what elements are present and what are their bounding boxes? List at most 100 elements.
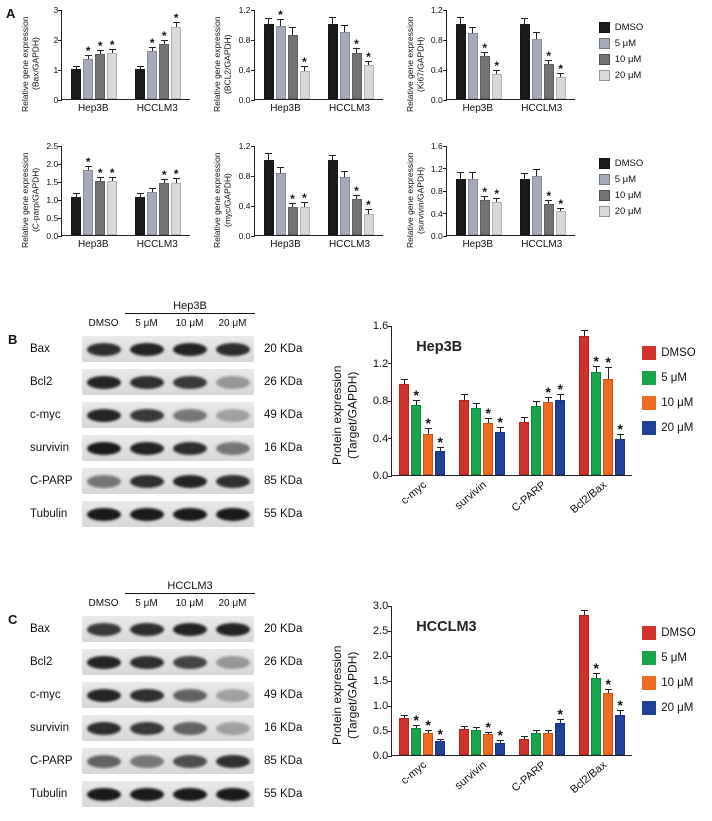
legend-swatch <box>598 190 610 201</box>
error-bar-cap <box>457 172 465 174</box>
error-bar <box>487 732 489 734</box>
x-axis-labels: Hep3B HCCLM3 <box>446 236 575 250</box>
error-bar-cap <box>277 166 284 168</box>
x-category-text: HCCLM3 <box>521 239 563 250</box>
error-bar <box>344 26 345 32</box>
panel-b: B Hep3B DMSO 5 μM 10 μM 20 μM Bax 20 KDa Bcl2 26… <box>8 300 708 534</box>
bar-20μM <box>299 206 310 235</box>
legend-swatch <box>598 174 610 185</box>
y-tick-mark <box>388 730 393 732</box>
bar-5μM <box>531 405 542 475</box>
error-bar-cap <box>400 714 408 716</box>
molecular-weight-label: 85 KDa <box>264 475 303 487</box>
significance-asterisk: * <box>85 154 91 169</box>
y-tick-mark <box>250 145 255 147</box>
bar-slot <box>339 9 350 99</box>
bar-group: * * <box>327 9 374 99</box>
y-tick-label: 1.0 <box>372 700 389 712</box>
legend-label: 20 μM <box>614 206 642 217</box>
legend-label: 10 μM <box>614 54 642 65</box>
bar-slot <box>579 325 590 475</box>
bar-5μM <box>531 732 542 755</box>
y-tick-label: 1.5 <box>372 675 389 687</box>
error-bar <box>139 194 141 198</box>
blot-band <box>172 342 207 356</box>
error-bar <box>163 40 165 44</box>
blot-lane-strip <box>82 748 254 774</box>
y-tick-mark <box>442 69 447 71</box>
bar-group: * * * <box>71 145 118 235</box>
error-bar <box>595 367 597 372</box>
bar-5μM <box>339 31 350 99</box>
bar-slot: * <box>351 9 362 99</box>
bar-slot: * <box>543 9 554 99</box>
blot-row: Tubulin 55 KDa <box>30 781 322 807</box>
bar-DMSO <box>519 24 530 99</box>
x-category-label: Hep3B <box>254 236 318 250</box>
bar-20μM <box>555 722 566 755</box>
bar-slot: * <box>171 9 182 99</box>
error-bar-cap <box>172 22 180 24</box>
western-blot-hep3b: Hep3B DMSO 5 μM 10 μM 20 μM Bax 20 KDa Bcl2 26 K… <box>30 300 322 534</box>
legend-item: 10 μM <box>598 190 644 201</box>
error-bar-cap <box>472 727 480 728</box>
error-bar <box>332 18 333 24</box>
lane-label: DMSO <box>88 598 119 609</box>
error-bar <box>292 203 293 207</box>
error-bar <box>75 194 77 198</box>
error-bar-cap <box>481 51 489 53</box>
blot-band <box>172 474 207 488</box>
bar-slot <box>135 9 146 99</box>
y-tick-mark <box>58 199 63 201</box>
bar-5μM <box>275 26 286 99</box>
error-bar <box>536 170 538 176</box>
error-bar-cap <box>277 19 284 21</box>
y-tick-mark <box>388 655 393 657</box>
cell-line-label: HCCLM3 <box>125 580 255 594</box>
chart-bcl2-gene: Relative gene expression (BCL2/GAPDH) 0.0… <box>212 5 383 118</box>
legend-protein-hep3b: DMSO 5 μM 10 μM 20 μM <box>642 346 696 435</box>
y-tick-label: 0 <box>53 95 59 105</box>
bar-slot <box>455 9 466 99</box>
y-tick-mark <box>58 99 63 101</box>
error-bar <box>523 737 525 739</box>
error-bar <box>595 673 597 678</box>
y-tick-label: 0.4 <box>238 201 251 211</box>
legend-label: 5 μM <box>614 38 637 49</box>
protein-label: Bax <box>30 343 50 355</box>
blot-row: C-PARP 85 KDa <box>30 468 322 494</box>
blot-header: HCCLM3 DMSO 5 μM 10 μM 20 μM <box>30 580 322 616</box>
bar-slot: * <box>107 9 118 99</box>
y-tick-label: 3 <box>53 5 59 15</box>
error-bar <box>163 179 165 183</box>
x-category-label: Hep3B <box>254 100 318 114</box>
molecular-weight-label: 16 KDa <box>264 442 303 454</box>
error-bar <box>548 201 550 205</box>
chart-bax-gene: Relative gene expression (Bax/GAPDH) 0 1 2 3… <box>20 5 191 118</box>
legend-swatch <box>598 22 610 33</box>
bar-group: * * * <box>71 9 118 99</box>
bar-5μM <box>411 727 422 755</box>
blot-band <box>215 408 250 422</box>
error-bar <box>403 380 405 385</box>
error-bar <box>427 730 429 733</box>
x-axis-labels: Hep3B HCCLM3 <box>61 100 190 114</box>
error-bar <box>535 401 537 406</box>
significance-asterisk: * <box>354 36 359 51</box>
error-bar <box>268 18 269 24</box>
bar-slot: * <box>363 145 374 235</box>
x-category-label: HCCLM3 <box>125 100 189 114</box>
legend-swatch <box>598 54 610 65</box>
chart-body: * * * * Hep3B HCCLM3 <box>250 145 383 254</box>
bar-DMSO <box>579 615 590 755</box>
bar-10μM <box>543 401 554 475</box>
bar-20μM <box>107 52 118 99</box>
error-bar-cap <box>148 47 156 48</box>
significance-asterisk: * <box>494 187 500 201</box>
y-tick-mark <box>58 235 63 237</box>
legend-swatch <box>642 346 657 360</box>
blot-band <box>129 507 164 521</box>
legend-item: 5 μM <box>642 371 696 385</box>
error-bar-cap <box>265 153 272 154</box>
lane-label: 20 μM <box>218 598 247 609</box>
